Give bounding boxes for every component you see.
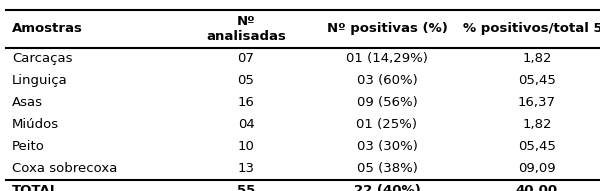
Text: 40,00: 40,00 [516, 184, 558, 191]
Text: Carcaças: Carcaças [12, 52, 73, 65]
Text: 07: 07 [238, 52, 254, 65]
Text: 01 (25%): 01 (25%) [356, 118, 418, 131]
Text: TOTAL: TOTAL [12, 184, 59, 191]
Text: Linguiça: Linguiça [12, 74, 68, 87]
Text: 1,82: 1,82 [522, 52, 552, 65]
Text: 09 (56%): 09 (56%) [356, 96, 418, 109]
Text: 16: 16 [238, 96, 254, 109]
Text: 1,82: 1,82 [522, 118, 552, 131]
Text: Nº
analisadas: Nº analisadas [206, 15, 286, 43]
Text: 09,09: 09,09 [518, 162, 556, 175]
Text: Miúdos: Miúdos [12, 118, 59, 131]
Text: Peito: Peito [12, 140, 45, 153]
Text: 13: 13 [238, 162, 254, 175]
Text: 05,45: 05,45 [518, 74, 556, 87]
Text: 04: 04 [238, 118, 254, 131]
Text: 05 (38%): 05 (38%) [356, 162, 418, 175]
Text: Nº positivas (%): Nº positivas (%) [326, 22, 448, 35]
Text: 05,45: 05,45 [518, 140, 556, 153]
Text: Coxa sobrecoxa: Coxa sobrecoxa [12, 162, 118, 175]
Text: Asas: Asas [12, 96, 43, 109]
Text: 03 (60%): 03 (60%) [356, 74, 418, 87]
Text: 05: 05 [238, 74, 254, 87]
Text: 10: 10 [238, 140, 254, 153]
Text: 01 (14,29%): 01 (14,29%) [346, 52, 428, 65]
Text: 03 (30%): 03 (30%) [356, 140, 418, 153]
Text: 22 (40%): 22 (40%) [353, 184, 421, 191]
Text: 55: 55 [237, 184, 255, 191]
Text: % positivos/total 55: % positivos/total 55 [463, 22, 600, 35]
Text: Amostras: Amostras [12, 22, 83, 35]
Text: 16,37: 16,37 [518, 96, 556, 109]
